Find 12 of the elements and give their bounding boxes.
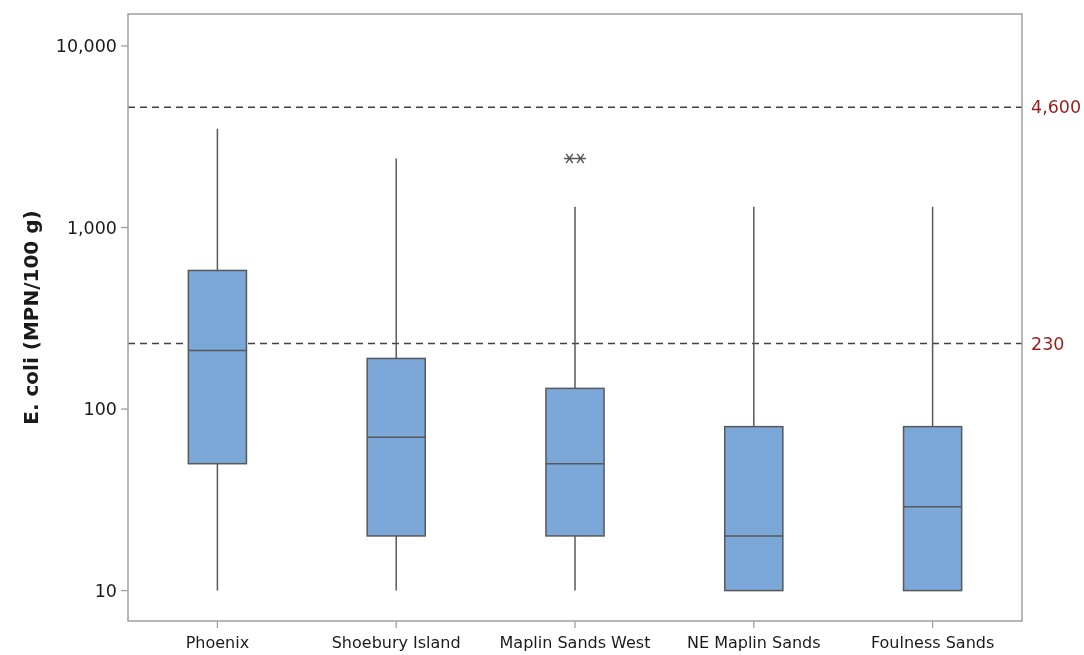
y-tick-label: 10 bbox=[94, 580, 117, 601]
x-tick-label: Shoebury Island bbox=[331, 633, 461, 652]
y-axis-title: E. coli (MPN/100 g) bbox=[19, 210, 43, 425]
x-tick-label: Phoenix bbox=[185, 633, 250, 652]
ref-line-label: 4,600 bbox=[1031, 97, 1082, 118]
y-tick-label: 10,000 bbox=[55, 36, 117, 57]
x-tick-label: Maplin Sands West bbox=[499, 633, 651, 652]
ref-line-label: 230 bbox=[1031, 333, 1065, 354]
y-tick-label: 100 bbox=[83, 399, 117, 420]
x-tick-label: NE Maplin Sands bbox=[686, 633, 821, 652]
y-tick-label: 1,000 bbox=[66, 217, 117, 238]
x-tick-label: Foulness Sands bbox=[870, 633, 995, 652]
